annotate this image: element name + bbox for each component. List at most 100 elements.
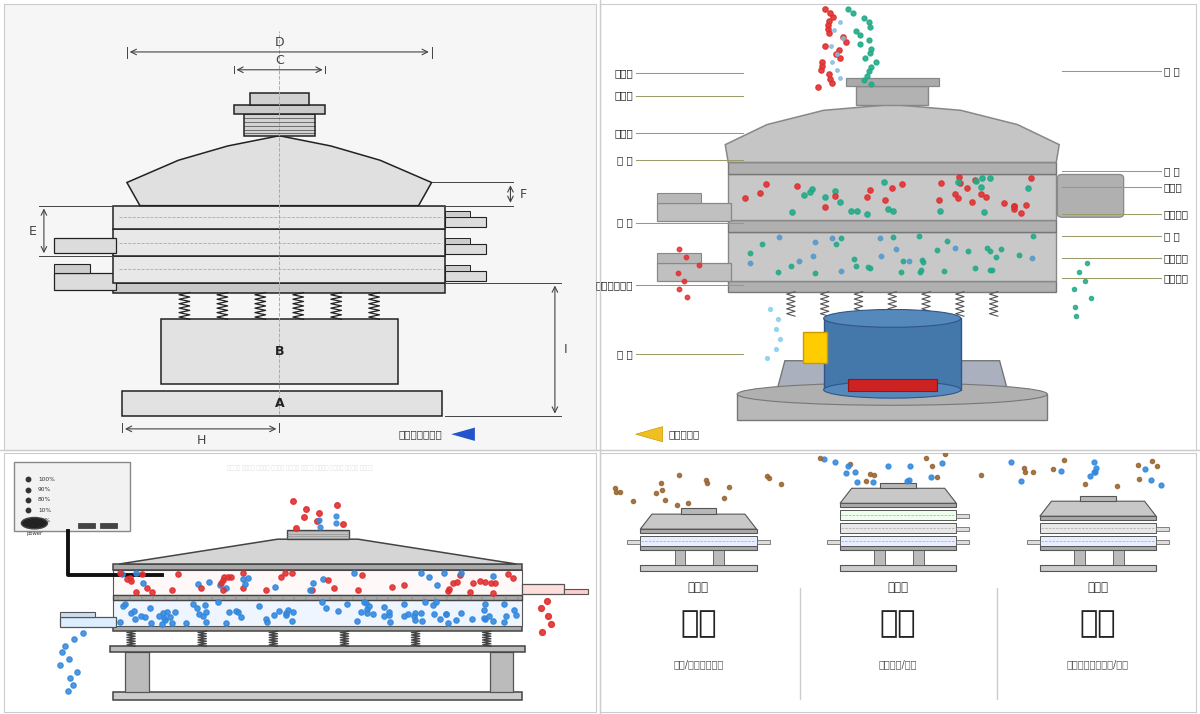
Bar (1040, 516, 1156, 520)
Bar (113, 283, 445, 293)
Bar (827, 540, 840, 544)
Text: A: A (275, 397, 284, 410)
Bar (840, 503, 956, 507)
Bar (847, 379, 937, 391)
Bar (113, 564, 522, 570)
Polygon shape (776, 361, 1008, 394)
FancyBboxPatch shape (1057, 174, 1123, 217)
Bar (54, 238, 116, 253)
Bar (656, 253, 701, 263)
Text: 机 座: 机 座 (617, 349, 632, 359)
Polygon shape (641, 514, 756, 529)
Text: power: power (26, 531, 42, 536)
Text: 筛 盘: 筛 盘 (1164, 231, 1180, 241)
Bar (881, 483, 916, 488)
Bar (113, 256, 445, 283)
Ellipse shape (823, 309, 961, 327)
Bar (713, 550, 724, 565)
Bar (445, 211, 470, 217)
Bar (846, 78, 938, 86)
Bar (1040, 546, 1156, 550)
Bar (287, 531, 349, 539)
Bar (1112, 550, 1123, 565)
Bar (113, 625, 522, 631)
Ellipse shape (823, 381, 961, 398)
Text: 加重块: 加重块 (1164, 182, 1182, 192)
Text: 10%: 10% (38, 508, 52, 513)
Bar (728, 281, 1056, 291)
Bar (674, 550, 685, 565)
Bar (728, 221, 1056, 231)
Polygon shape (119, 539, 516, 564)
Bar (1040, 536, 1156, 546)
Bar (445, 217, 486, 227)
Bar (122, 391, 443, 416)
Bar (445, 271, 486, 281)
Bar (628, 540, 641, 544)
Text: H: H (197, 434, 205, 447)
Bar (956, 527, 970, 531)
Text: I: I (564, 343, 568, 356)
Bar (728, 163, 1056, 174)
Text: 100%: 100% (38, 477, 55, 482)
Bar (78, 523, 96, 528)
Text: 80%: 80% (38, 498, 52, 503)
Bar (641, 529, 756, 533)
Bar (680, 508, 716, 514)
Bar (956, 540, 970, 544)
Bar (1040, 565, 1156, 571)
Bar (840, 536, 956, 546)
Bar (756, 540, 769, 544)
Text: 三层式: 三层式 (888, 581, 908, 594)
Bar (100, 523, 118, 528)
Bar (490, 652, 514, 692)
Bar (823, 318, 961, 390)
Bar (161, 319, 398, 384)
Text: F: F (520, 188, 527, 201)
Bar (913, 550, 924, 565)
Circle shape (22, 518, 48, 529)
Text: 下部重锤: 下部重锤 (1164, 273, 1188, 283)
Text: 结构示意图: 结构示意图 (668, 429, 700, 439)
Bar (445, 265, 470, 271)
Bar (737, 393, 1048, 420)
Text: D: D (275, 36, 284, 49)
Text: 双层式: 双层式 (1087, 581, 1109, 594)
Bar (857, 86, 928, 104)
Text: 振动电机: 振动电机 (1164, 253, 1188, 263)
Polygon shape (840, 488, 956, 503)
Bar (113, 600, 522, 625)
Bar (113, 206, 445, 229)
Polygon shape (636, 427, 662, 442)
Text: 单层式: 单层式 (688, 581, 709, 594)
Bar (875, 550, 886, 565)
Polygon shape (451, 428, 475, 441)
Text: 外形尺寸示意图: 外形尺寸示意图 (398, 429, 443, 439)
Bar (445, 244, 486, 253)
Text: 束 环: 束 环 (617, 155, 632, 165)
Polygon shape (127, 136, 432, 206)
Text: 去除液体中的颗粒/异物: 去除液体中的颗粒/异物 (1067, 659, 1129, 669)
Bar (1074, 550, 1085, 565)
Bar (840, 511, 956, 520)
Bar (564, 589, 588, 594)
Text: C: C (275, 54, 283, 66)
Bar (1156, 540, 1169, 544)
Bar (1156, 527, 1169, 531)
Text: 弹 簧: 弹 簧 (617, 218, 632, 228)
Polygon shape (1040, 501, 1156, 516)
Bar (113, 229, 445, 256)
Text: 除杂: 除杂 (1080, 610, 1116, 638)
Bar (1027, 540, 1040, 544)
Polygon shape (725, 104, 1060, 163)
Text: 进料口: 进料口 (614, 69, 632, 79)
Text: 筛 网: 筛 网 (1164, 66, 1180, 76)
Bar (641, 565, 756, 571)
Text: 颗粒/粉末准确分级: 颗粒/粉末准确分级 (673, 659, 724, 669)
Bar (656, 193, 701, 203)
Bar (656, 263, 731, 281)
Bar (656, 203, 731, 221)
Text: 网 架: 网 架 (1164, 166, 1180, 176)
Text: 运输固定螺栓: 运输固定螺栓 (595, 280, 632, 290)
Text: 外形尺寸 外形尺寸 外形尺寸 外形尺寸 外形尺寸 外形尺寸 外形尺寸 外形尺寸 外形尺寸 外形尺寸: 外形尺寸 外形尺寸 外形尺寸 外形尺寸 外形尺寸 外形尺寸 外形尺寸 外形尺寸 … (227, 465, 373, 471)
